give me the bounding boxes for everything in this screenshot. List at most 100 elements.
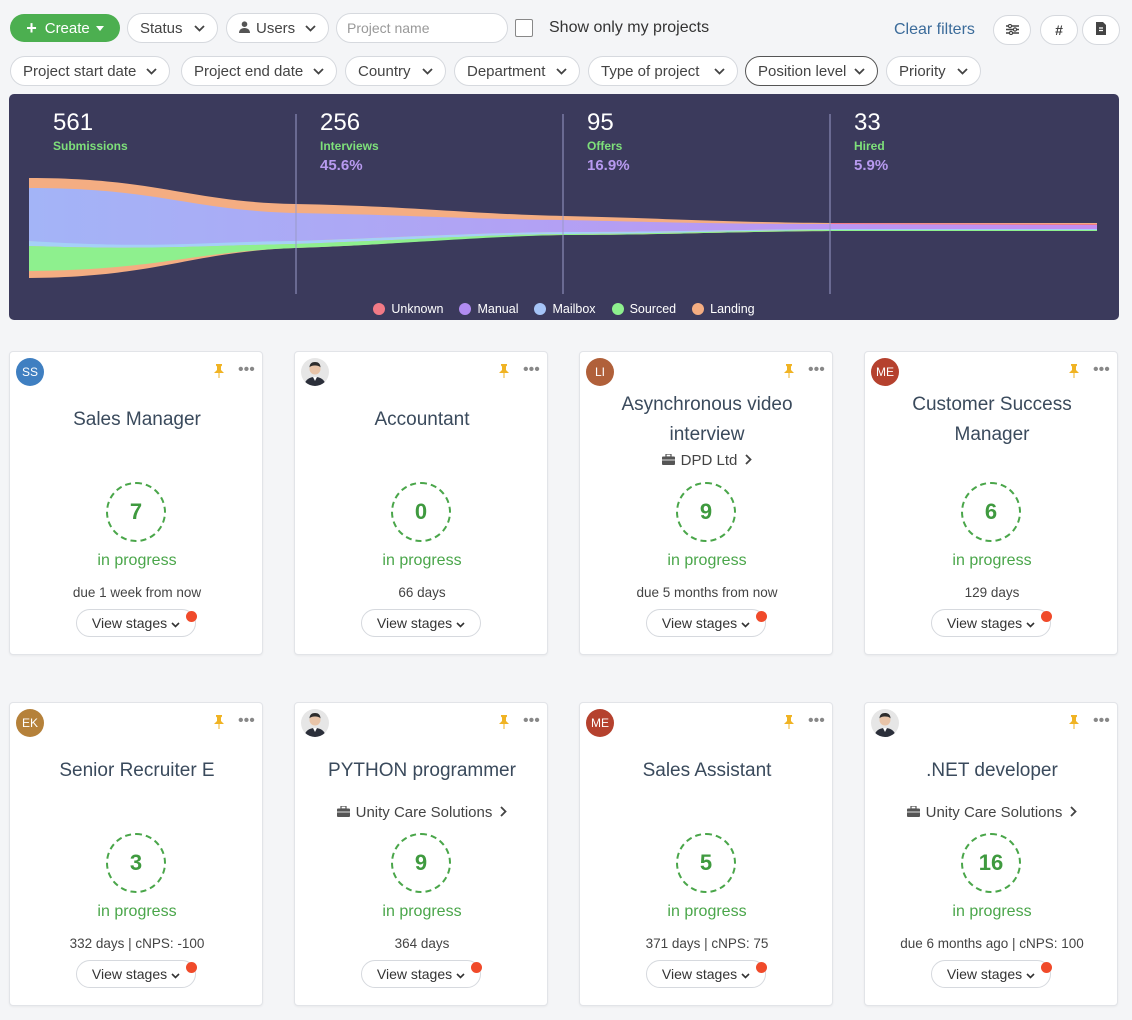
export-button[interactable] [1082, 15, 1120, 45]
status-text: in progress [667, 552, 747, 569]
project-name-input[interactable] [336, 13, 508, 43]
project-title[interactable]: Asynchronous video [621, 394, 793, 415]
project-title[interactable]: PYTHON programmer [328, 760, 516, 781]
project-card[interactable]: ••• .NET developer Unity Care Solutions 16 i… [864, 702, 1118, 1006]
status-label: Status [140, 19, 183, 37]
view-stages-button[interactable]: View stages [646, 609, 766, 637]
more-options-icon[interactable]: ••• [523, 712, 540, 729]
funnel-stage-submissions: 561 Submissions [53, 109, 128, 157]
view-stages-button[interactable]: View stages [76, 960, 196, 988]
more-options-icon[interactable]: ••• [808, 361, 825, 378]
chevron-down-icon [706, 67, 725, 75]
country-filter[interactable]: Country [345, 56, 446, 86]
pin-icon[interactable] [498, 715, 510, 734]
pin-icon[interactable] [783, 715, 795, 734]
more-options-icon[interactable]: ••• [1093, 361, 1110, 378]
show-mine-checkbox[interactable] [515, 19, 533, 37]
project-end-date-filter[interactable]: Project end date [181, 56, 337, 86]
priority-filter[interactable]: Priority [886, 56, 981, 86]
view-stages-button[interactable]: View stages [646, 960, 766, 988]
view-stages-button[interactable]: View stages [931, 960, 1051, 988]
candidate-count[interactable]: 3 [106, 833, 166, 893]
candidate-count[interactable]: 6 [961, 482, 1021, 542]
project-card[interactable]: ••• Accountant 0 in progress 66 days View sta… [294, 351, 548, 655]
company-name: DPD Ltd [680, 452, 738, 469]
avatar-initials: SS [21, 365, 38, 379]
users-dropdown[interactable]: Users [226, 13, 329, 43]
avatar-initials: LI [594, 365, 605, 379]
view-stages-label: View stages [946, 966, 1023, 982]
stage-count: 33 [854, 109, 881, 136]
view-stages-button[interactable]: View stages [361, 609, 481, 637]
clear-filters-link[interactable]: Clear filters [894, 21, 975, 38]
status-text: in progress [382, 903, 462, 920]
candidate-count[interactable]: 7 [106, 482, 166, 542]
view-stages-button[interactable]: View stages [76, 609, 196, 637]
filter-label: Project start date [23, 62, 137, 80]
legend-item-manual: Manual [459, 302, 518, 316]
due-text: 371 days | cNPS: 75 [645, 936, 769, 951]
candidate-count[interactable]: 5 [676, 833, 736, 893]
project-title[interactable]: interview [669, 424, 745, 445]
project-title[interactable]: Accountant [374, 409, 470, 430]
candidate-count[interactable]: 9 [676, 482, 736, 542]
avatar [871, 709, 899, 737]
more-options-icon[interactable]: ••• [238, 712, 255, 729]
stage-count: 561 [53, 109, 94, 136]
position-level-filter[interactable]: Position level [745, 56, 878, 86]
more-options-icon[interactable]: ••• [1093, 712, 1110, 729]
candidate-count[interactable]: 16 [961, 833, 1021, 893]
view-stages-label: View stages [376, 615, 453, 631]
project-title[interactable]: Sales Manager [73, 409, 201, 430]
more-options-icon[interactable]: ••• [238, 361, 255, 378]
stage-percent: 5.9% [854, 157, 889, 174]
create-button[interactable]: + Create [10, 14, 120, 42]
pin-icon[interactable] [498, 364, 510, 383]
view-stages-label: View stages [661, 615, 738, 631]
project-card[interactable]: ME ••• Customer Success Manager 6 in progress… [864, 351, 1118, 655]
filter-label: Country [358, 62, 411, 80]
project-start-date-filter[interactable]: Project start date [10, 56, 170, 86]
project-card[interactable]: ••• PYTHON programmer Unity Care Solutions… [294, 702, 548, 1006]
pin-icon[interactable] [213, 364, 225, 383]
project-title[interactable]: Sales Assistant [642, 760, 772, 781]
hash-button[interactable]: # [1040, 15, 1078, 45]
file-icon [1096, 22, 1106, 38]
candidate-count[interactable]: 0 [391, 482, 451, 542]
pin-icon[interactable] [1068, 364, 1080, 383]
avatar: ME [871, 358, 899, 386]
chevron-down-icon [186, 24, 205, 32]
filter-label: Position level [758, 62, 847, 80]
company-link[interactable]: Unity Care Solutions [295, 804, 549, 821]
notification-dot [1041, 611, 1052, 622]
avatar [301, 709, 329, 737]
briefcase-icon [906, 804, 920, 821]
stage-label: Submissions [53, 139, 128, 153]
company-link[interactable]: DPD Ltd [580, 452, 834, 469]
chevron-down-icon [414, 67, 433, 75]
project-title[interactable]: Manager [954, 424, 1030, 445]
pin-icon[interactable] [1068, 715, 1080, 734]
funnel-legend: Unknown Manual Mailbox Sourced Landing [9, 302, 1119, 316]
project-title[interactable]: Senior Recruiter E [59, 760, 215, 781]
project-title[interactable]: Customer Success [912, 394, 1072, 415]
department-filter[interactable]: Department [454, 56, 580, 86]
project-card[interactable]: LI ••• Asynchronous video interview DPD Ltd 9… [579, 351, 833, 655]
project-card[interactable]: SS ••• Sales Manager 7 in progress due 1 week… [9, 351, 263, 655]
notification-dot [186, 611, 197, 622]
more-options-icon[interactable]: ••• [523, 361, 540, 378]
project-title[interactable]: .NET developer [926, 760, 1058, 781]
project-card[interactable]: ME ••• Sales Assistant 5 in progress 371 days… [579, 702, 833, 1006]
settings-button[interactable] [993, 15, 1031, 45]
candidate-count[interactable]: 9 [391, 833, 451, 893]
more-options-icon[interactable]: ••• [808, 712, 825, 729]
project-card[interactable]: EK ••• Senior Recruiter E 3 in progress 332 d… [9, 702, 263, 1006]
view-stages-button[interactable]: View stages [361, 960, 481, 988]
view-stages-button[interactable]: View stages [931, 609, 1051, 637]
company-link[interactable]: Unity Care Solutions [865, 804, 1119, 821]
status-dropdown[interactable]: Status [127, 13, 218, 43]
type-of-project-filter[interactable]: Type of project [588, 56, 738, 86]
pin-icon[interactable] [783, 364, 795, 383]
pin-icon[interactable] [213, 715, 225, 734]
avatar-initials: ME [876, 365, 894, 379]
